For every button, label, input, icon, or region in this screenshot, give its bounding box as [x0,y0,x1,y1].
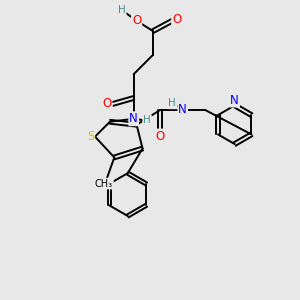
Text: N: N [178,103,187,116]
Text: O: O [132,14,141,27]
Text: CH₃: CH₃ [95,178,113,189]
Text: O: O [102,98,112,110]
Text: S: S [87,130,94,142]
Text: N: N [129,112,138,125]
Text: H: H [143,115,151,125]
Text: O: O [155,130,164,142]
Text: N: N [230,94,239,106]
Text: O: O [172,13,182,26]
Text: H: H [168,98,176,108]
Text: H: H [118,5,126,15]
